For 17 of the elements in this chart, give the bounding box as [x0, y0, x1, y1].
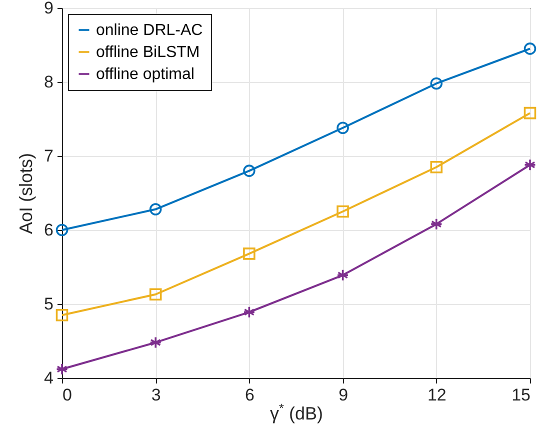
- x-axis-title: γ$^{*}$ (dB): [270, 402, 323, 424]
- y-axis-title: AoI (slots): [16, 152, 36, 234]
- y-tick-label: 9: [44, 0, 54, 18]
- y-tick-label: 4: [44, 368, 54, 388]
- x-tick-label: 12: [427, 386, 446, 404]
- x-tick-label: 3: [151, 386, 161, 404]
- y-tick-label: 8: [44, 72, 54, 92]
- legend-label: offline BiLSTM: [96, 44, 200, 61]
- legend-label: offline optimal: [96, 66, 194, 83]
- x-tick-label: 15: [512, 386, 530, 404]
- y-tick-label: 5: [44, 294, 54, 314]
- y-tick-label: 6: [44, 220, 54, 240]
- x-tick-label: 9: [338, 386, 348, 404]
- y-tick-label: 7: [44, 146, 54, 166]
- x-tick-label: 6: [244, 386, 254, 404]
- x-tick-label: 0: [62, 386, 72, 404]
- legend-label: online DRL-AC: [96, 22, 203, 39]
